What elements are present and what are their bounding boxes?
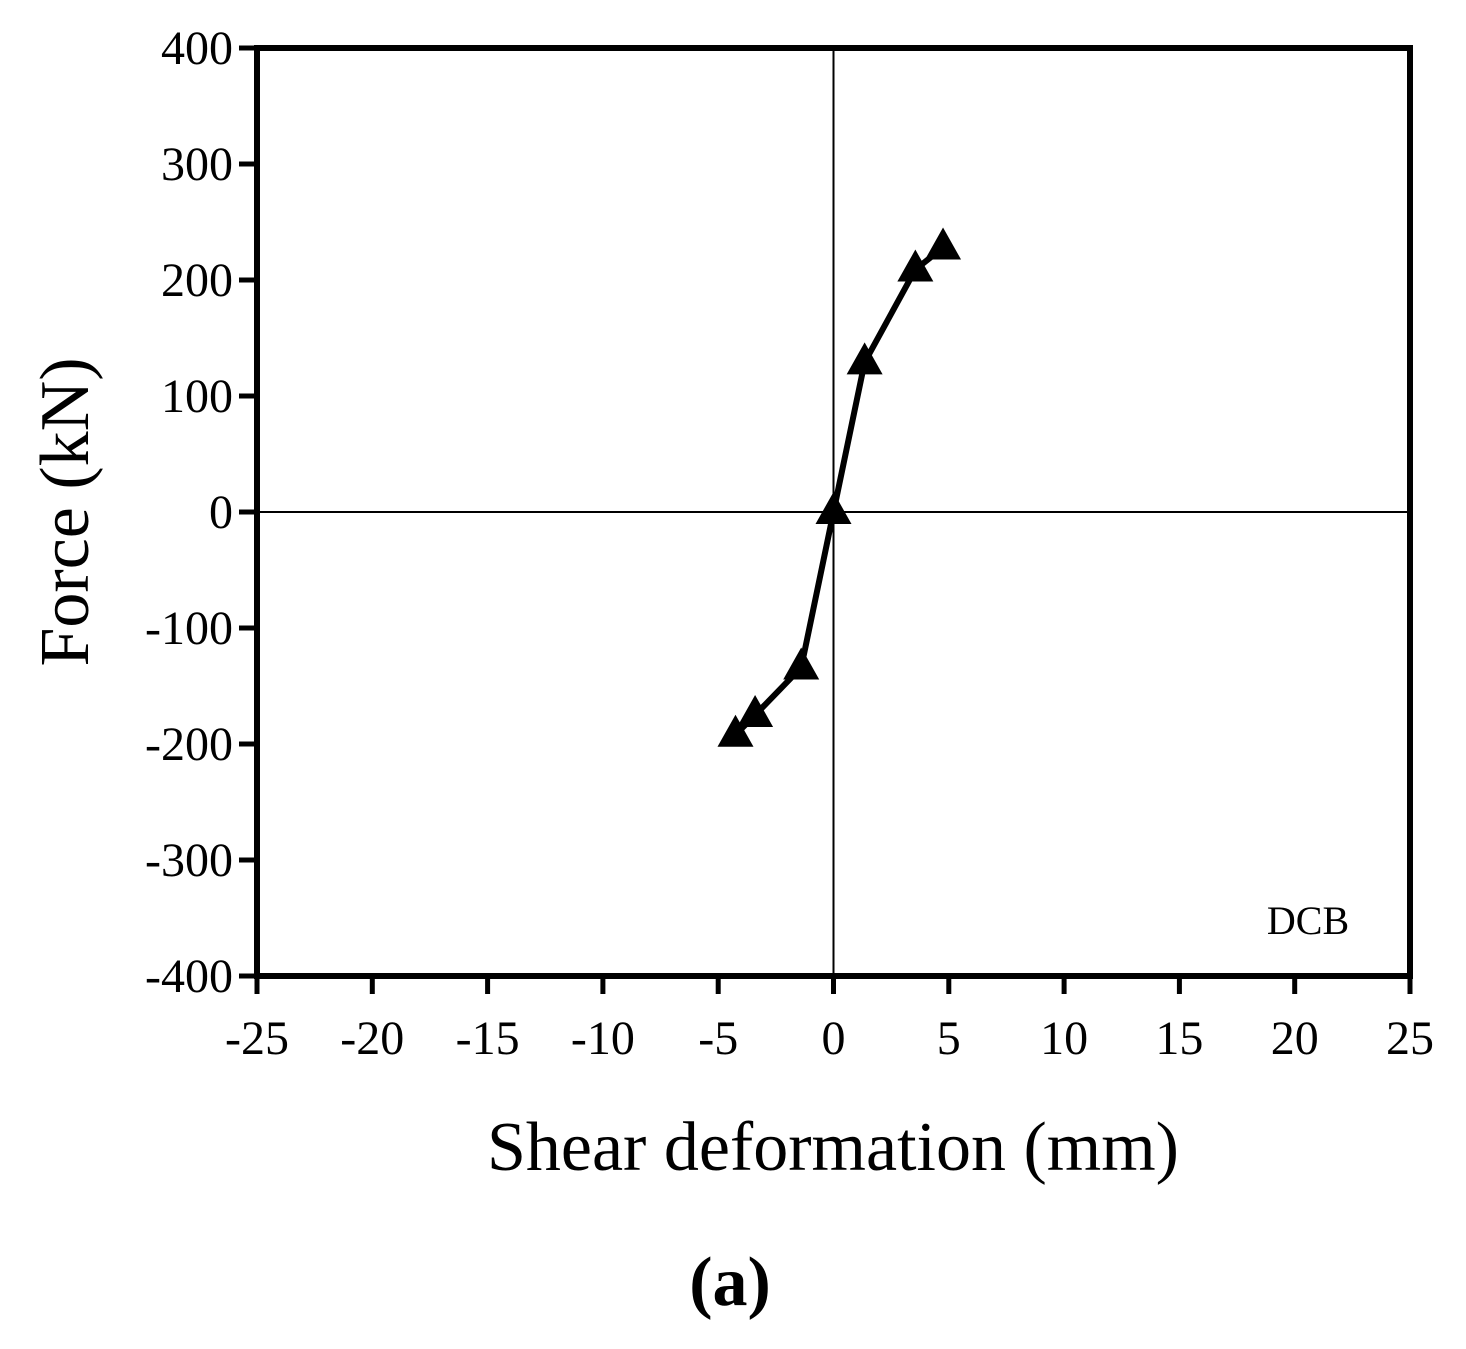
- caption: (a): [689, 1244, 771, 1321]
- x-tick-label: -5: [698, 1012, 738, 1065]
- y-tick-label: 100: [161, 370, 233, 423]
- marker: [815, 492, 852, 524]
- marker: [897, 249, 934, 282]
- y-tick-label: -100: [145, 602, 233, 655]
- annotation: DCB: [1267, 898, 1349, 943]
- x-tick-label: -10: [571, 1012, 635, 1065]
- y-tick-label: 400: [161, 22, 233, 75]
- data-line: [733, 245, 945, 737]
- y-tick-label: 0: [209, 486, 233, 539]
- y-tick-label: 300: [161, 138, 233, 191]
- marker: [846, 342, 883, 375]
- y-tick-label: -300: [145, 834, 233, 887]
- x-tick-label: -15: [456, 1012, 520, 1065]
- x-tick-label: 10: [1040, 1012, 1088, 1065]
- x-tick-label: 20: [1271, 1012, 1319, 1065]
- y-tick-label: -200: [145, 718, 233, 771]
- x-tick-label: -20: [340, 1012, 404, 1065]
- x-tick-label: 5: [937, 1012, 961, 1065]
- x-tick-label: 15: [1155, 1012, 1203, 1065]
- y-tick-label: 200: [161, 254, 233, 307]
- x-tick-label: 0: [822, 1012, 846, 1065]
- marker: [737, 695, 774, 727]
- marker: [925, 227, 962, 260]
- x-axis-title: Shear deformation (mm): [487, 1109, 1179, 1186]
- marker: [717, 714, 754, 747]
- y-axis-title: Force (kN): [27, 357, 104, 666]
- y-tick-label: -400: [145, 950, 233, 1003]
- x-tick-label: 25: [1386, 1012, 1434, 1065]
- marker: [783, 647, 820, 680]
- x-tick-label: -25: [225, 1012, 289, 1065]
